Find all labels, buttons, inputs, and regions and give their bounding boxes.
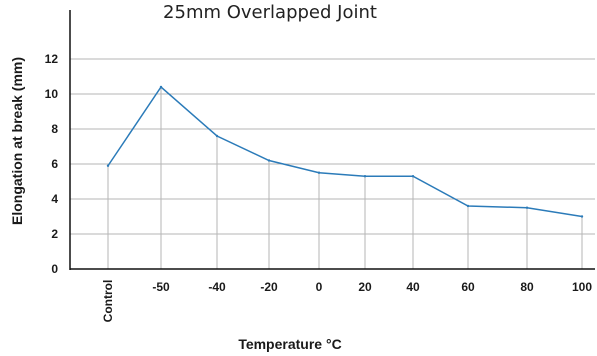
y-tick-label: 2 bbox=[51, 227, 58, 241]
y-tick-label: 4 bbox=[51, 192, 58, 206]
data-point bbox=[159, 85, 163, 89]
y-tick-label: 10 bbox=[45, 87, 59, 101]
x-tick-label: 20 bbox=[358, 280, 372, 294]
data-point bbox=[525, 206, 529, 209]
chart-title: 25mm Overlapped Joint bbox=[163, 2, 377, 23]
x-tick-label: 60 bbox=[461, 280, 475, 294]
x-tick-label: -40 bbox=[208, 280, 226, 294]
y-tick-label: 0 bbox=[51, 262, 58, 276]
data-point bbox=[267, 159, 271, 162]
data-point bbox=[363, 175, 367, 178]
x-tick-labels: Control -50 -40 -20 0 20 40 60 80 100 bbox=[101, 280, 592, 323]
series-line bbox=[107, 85, 583, 218]
x-tick-label: 40 bbox=[406, 280, 420, 294]
x-tick-label: 0 bbox=[316, 280, 323, 294]
x-tick-label: -50 bbox=[152, 280, 170, 294]
y-axis-label: Elongation at break (mm) bbox=[9, 57, 25, 225]
y-tick-label: 8 bbox=[51, 122, 58, 136]
x-tick-label: Control bbox=[101, 280, 115, 323]
x-axis-label: Temperature °C bbox=[238, 336, 341, 352]
grid-lines bbox=[70, 58, 595, 269]
data-point bbox=[580, 215, 584, 218]
y-tick-label: 12 bbox=[45, 52, 59, 66]
data-point bbox=[411, 175, 415, 178]
x-tick-label: 80 bbox=[520, 280, 534, 294]
data-point bbox=[106, 164, 110, 167]
data-point bbox=[466, 204, 470, 208]
y-tick-label: 6 bbox=[51, 157, 58, 171]
data-point bbox=[215, 134, 219, 138]
x-tick-label: -20 bbox=[260, 280, 278, 294]
data-point bbox=[317, 171, 321, 174]
x-tick-label: 100 bbox=[572, 280, 592, 294]
series-layer bbox=[106, 85, 584, 218]
axes bbox=[69, 10, 595, 270]
y-tick-labels: 0 2 4 6 8 10 12 bbox=[45, 52, 59, 276]
